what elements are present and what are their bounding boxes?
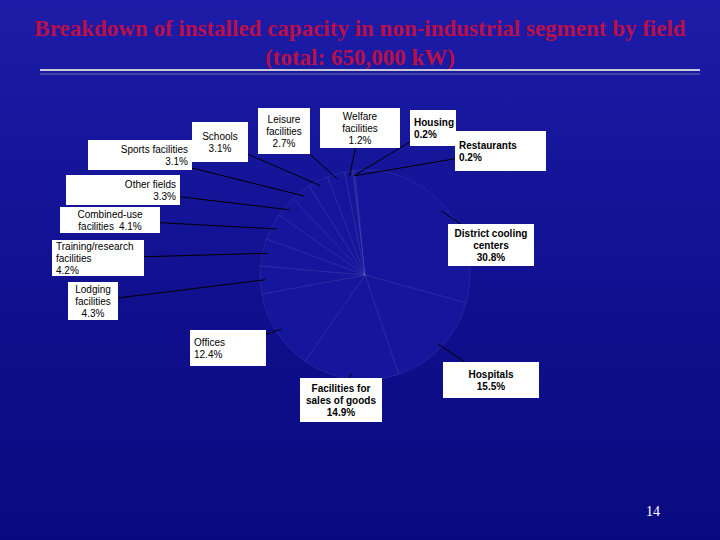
category-label: Sports facilities: [121, 144, 188, 155]
slice-label-text: Facilities forsales of goods14.9%: [306, 383, 376, 418]
label-box: [455, 131, 546, 171]
slice-label-text: Restaurants0.2%: [459, 140, 517, 163]
category-label: Leisure: [268, 114, 301, 125]
value-label: 0.2%: [414, 129, 437, 140]
category-label: District cooling: [455, 228, 528, 239]
value-label: 4.1%: [119, 221, 142, 232]
slice-label: Schools3.1%: [192, 122, 248, 162]
slice-label: Housing0.2%: [410, 110, 456, 146]
page-number: 14: [646, 504, 660, 519]
label-box: [192, 122, 248, 162]
category-label: facilities: [56, 253, 92, 264]
value-label: 3.1%: [165, 156, 188, 167]
slice-label-text: Schools3.1%: [202, 131, 238, 154]
category-label: Lodging: [75, 284, 111, 295]
chart-title: Breakdown of installed capacity in non-i…: [20, 14, 700, 72]
value-label: 12.4%: [194, 349, 222, 360]
slice-label-text: District coolingcenters30.8%: [455, 228, 528, 263]
slice-label: District coolingcenters30.8%: [448, 224, 534, 266]
category-label: facilities: [342, 123, 378, 134]
label-box: [68, 282, 118, 320]
label-box: [258, 108, 310, 154]
slice-label: Sports facilities3.1%: [88, 140, 192, 170]
slice-label-text: Welfarefacilities1.2%: [342, 111, 378, 146]
slice-label-text: Leisurefacilities2.7%: [266, 114, 302, 149]
value-label: 2.7%: [273, 138, 296, 149]
value-label: 4.2%: [56, 265, 79, 276]
category-label: Training/research: [56, 241, 133, 252]
category-label: Other fields: [125, 179, 176, 190]
slice-label: Restaurants0.2%: [455, 131, 546, 171]
value-label: 1.2%: [349, 135, 372, 146]
slice-label-text: Sports facilities3.1%: [121, 144, 188, 167]
category-label: Facilities for: [312, 383, 371, 394]
slice-label: Leisurefacilities2.7%: [258, 108, 310, 154]
value-label: 15.5%: [477, 381, 505, 392]
slice-label-text: Offices12.4%: [194, 337, 225, 360]
slice-label-text: Other fields3.3%: [125, 179, 176, 202]
slice-label: Combined-usefacilities 4.1%: [60, 207, 160, 233]
leader-line: [93, 280, 265, 301]
value-label: 3.3%: [153, 191, 176, 202]
slice-label: Offices12.4%: [190, 330, 266, 366]
value-label: 0.2%: [459, 152, 482, 163]
label-box: [52, 240, 144, 276]
label-box: [448, 224, 534, 266]
category-label: Restaurants: [459, 140, 517, 151]
category-label: Combined-use: [77, 209, 142, 220]
category-label: Hospitals: [468, 369, 513, 380]
value-label: 14.9%: [327, 407, 355, 418]
slice-label-text: Hospitals15.5%: [468, 369, 513, 392]
slice-label-text: Combined-usefacilities 4.1%: [77, 209, 142, 232]
pie: [260, 170, 470, 380]
value-label: 30.8%: [477, 252, 505, 263]
slice-label: Lodgingfacilities4.3%: [68, 282, 118, 320]
label-box: [443, 362, 539, 398]
label-box: [66, 175, 180, 205]
slice-label-text: Lodgingfacilities4.3%: [75, 284, 111, 319]
label-box: [410, 110, 456, 146]
category-label: facilities: [75, 296, 111, 307]
title-rule: [40, 74, 700, 75]
label-box: [190, 330, 266, 366]
category-label: facilities: [78, 221, 114, 232]
category-label: facilities: [266, 126, 302, 137]
value-label: 4.3%: [82, 308, 105, 319]
slice-label-text: Housing0.2%: [414, 117, 454, 140]
label-box: [60, 207, 160, 233]
category-label: Offices: [194, 337, 225, 348]
category-label: Schools: [202, 131, 238, 142]
slice-label: Facilities forsales of goods14.9%: [300, 378, 382, 422]
slice-label: Welfarefacilities1.2%: [320, 108, 400, 148]
category-label: centers: [473, 240, 509, 251]
slice-label: Hospitals15.5%: [443, 362, 539, 398]
label-box: [88, 140, 192, 170]
value-label: 3.1%: [209, 143, 232, 154]
pie-clip: [260, 170, 470, 380]
label-box: [300, 378, 382, 422]
title-rule: [40, 69, 700, 71]
slice-label: Other fields3.3%: [66, 175, 180, 205]
data-labels: Housing0.2%Restaurants0.2%District cooli…: [52, 108, 546, 422]
slice-label-text: Training/researchfacilities4.2%: [56, 241, 133, 276]
category-label: sales of goods: [306, 395, 376, 406]
pie-slice: [328, 172, 365, 275]
category-label: Welfare: [343, 111, 378, 122]
label-box: [320, 108, 400, 148]
category-label: Housing: [414, 117, 454, 128]
slice-label: Training/researchfacilities4.2%: [52, 240, 144, 276]
pie-slice: [345, 171, 365, 275]
chart: Housing0.2%Restaurants0.2%District cooli…: [0, 0, 720, 540]
